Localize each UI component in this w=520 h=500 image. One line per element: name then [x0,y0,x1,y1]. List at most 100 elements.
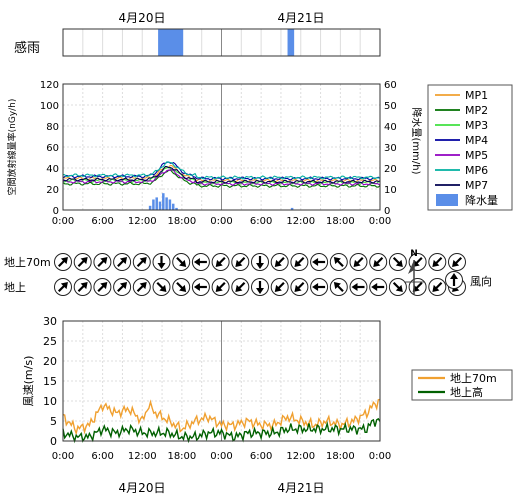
legend-label: MP1 [465,89,488,102]
wind-direction-arrow-icon [191,253,210,271]
arrow-glyph [256,281,264,294]
arrow-head [452,259,460,267]
y2-tick-label: 50 [384,101,397,112]
wind-direction-arrow-icon [349,278,368,296]
rain-sensor-label: 感雨 [14,40,40,56]
y-tick-label: 0 [50,435,57,448]
arrow-head [395,259,403,267]
x-tick-label: 18:00 [326,216,355,227]
y2-tick-label: 30 [384,143,397,154]
wind-direction-legend-label: 風向 [470,274,492,288]
wind-direction-arrow-icon [231,278,250,296]
arrow-glyph [274,281,285,292]
y-tick-label: 25 [43,335,57,348]
wind-direction-arrow-icon [349,253,368,271]
y-tick-label: 60 [46,143,59,154]
x-tick-label: 6:00 [250,451,272,462]
north-arrow-icon: N [404,249,424,295]
wind-direction-arrow-icon [113,278,132,296]
wind-direction-panel: 地上70m 地上 [4,253,466,296]
wind-direction-arrow-icon [270,253,289,271]
arrow-glyph [312,283,326,291]
wind-direction-arrow-icon [93,253,112,271]
y-tick-label: 40 [46,164,59,175]
arrow-glyph [256,256,264,269]
arrow-glyph [432,256,443,267]
wind-direction-arrow-icon [93,278,112,296]
series-line [62,398,381,436]
x-tick-label: 6:00 [91,451,113,462]
rain-bar [155,197,158,210]
arrow-head [60,257,68,265]
arrow-head [235,259,243,267]
arrow-glyph [235,281,246,292]
x-tick-label: 0:00 [52,216,74,227]
arrow-glyph [333,282,344,293]
date-label-top: 4月21日 [278,11,325,25]
arrow-glyph [312,258,326,266]
wind-direction-arrow-icon [329,278,348,296]
arrow-head [193,283,200,291]
rain-sensor-bar [158,29,184,56]
arrow-head [274,284,282,292]
wind-direction-arrow-icon [73,278,92,296]
arrow-head [432,259,440,267]
rain-bar [162,193,165,210]
north-label: N [410,249,418,259]
rain-bar [175,207,178,210]
arrow-glyph [136,282,147,293]
arrow-glyph [351,283,365,291]
dose-rate-chart: 0 20 40 60 80 100 120 0 10 20 30 40 50 60 0:00 6:00 12:0… [6,80,423,227]
wind-direction-arrow-icon [369,253,388,271]
series-line [62,165,381,184]
arrow-head [256,288,264,294]
arrow-glyph [333,257,344,268]
arrow-glyph [193,283,207,291]
wind-direction-arrow-icon [152,253,171,271]
arrow-head [432,284,440,292]
arrow-head [60,282,68,290]
x-tick-label: 18:00 [167,216,196,227]
wind-direction-arrow-icon [310,253,329,271]
arrow-head [351,283,358,291]
y2-tick-label: 20 [384,164,397,175]
y-tick-label: 100 [40,101,59,112]
arrow-head [157,263,166,269]
wind-direction-arrow-icon [191,278,210,296]
arrow-head [333,257,341,265]
arrow-head [119,282,128,290]
arrow-head [159,284,167,292]
legend-box [427,84,513,211]
arrow-glyph [157,256,166,269]
wind-direction-arrow-icon [73,253,92,271]
arrow-glyph [97,282,108,293]
legend-label: MP5 [465,149,488,162]
wind-direction-arrow-icon [172,253,191,271]
wind-direction-arrow-icon [211,278,230,296]
date-label-top: 4月20日 [119,11,166,25]
legend-label: 降水量 [465,193,498,207]
legend-box [411,369,513,401]
x-tick-label: 18:00 [167,451,196,462]
arrow-head [450,273,458,279]
panel-frame [62,320,381,442]
rain-sensor-panel [62,28,381,57]
legend-label: MP7 [465,179,488,192]
rain-bar [165,197,168,210]
wind-row-label: 地上 [4,281,26,294]
legend-label: 地上高 [450,385,483,399]
wind-row-label: 地上70m [4,256,51,269]
arrow-glyph [373,256,384,267]
wind-direction-arrow-icon [408,278,427,296]
arrow-head [274,259,282,267]
arrow-glyph [57,282,68,293]
y-tick-label: 5 [50,415,57,428]
y-tick-label: 0 [53,206,59,217]
y-tick-label: 20 [46,185,59,196]
y-tick-label: 20 [43,355,57,368]
wind-direction-arrow-icon [388,253,407,271]
wind-direction-arrow-icon [290,278,309,296]
wind-direction-arrow-icon [428,278,447,296]
